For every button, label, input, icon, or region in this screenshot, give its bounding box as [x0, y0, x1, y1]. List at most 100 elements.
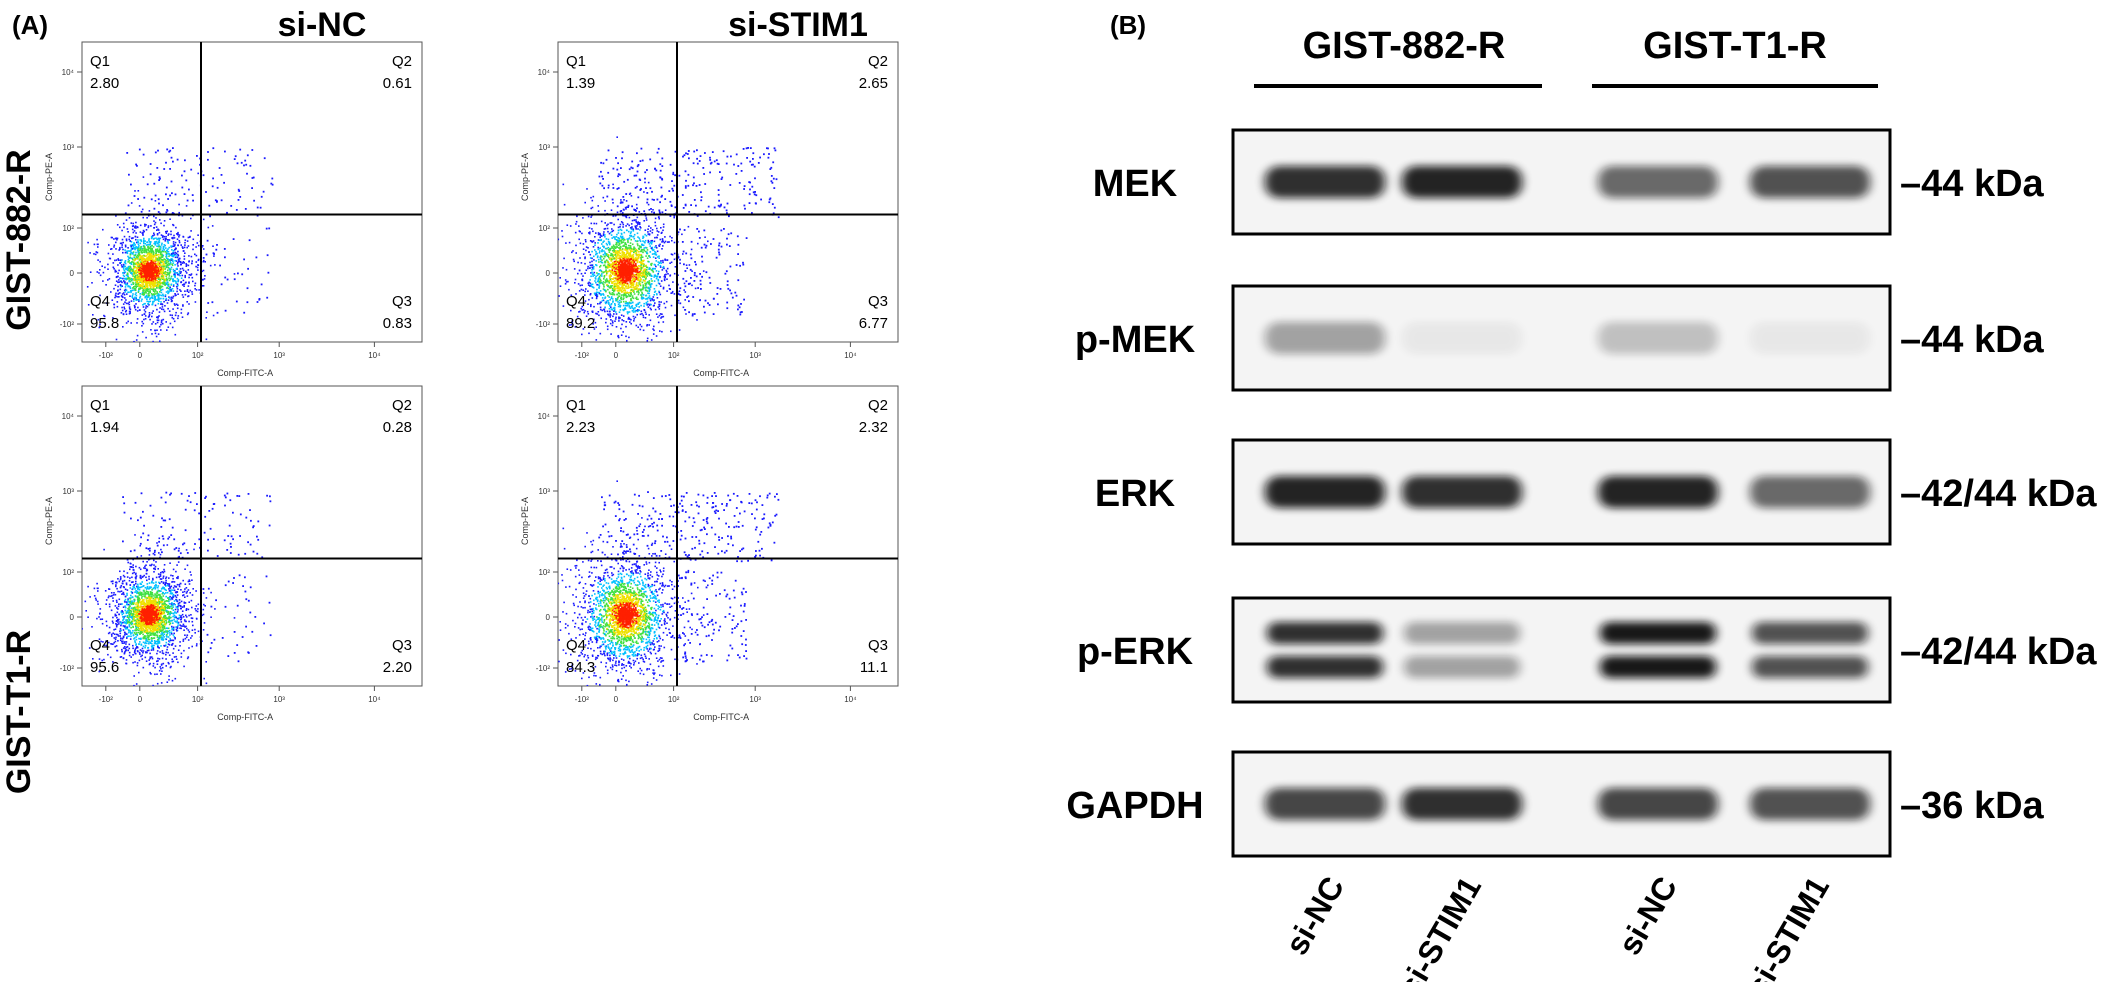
- molecular-weight-label: –36 kDa: [1900, 785, 2045, 827]
- y-tick-label: 10³: [538, 487, 550, 496]
- q3-value: 0.83: [383, 315, 412, 332]
- q4-value: 95.8: [90, 315, 119, 332]
- q1-label: Q1: [90, 397, 110, 414]
- blot-bands: [1265, 166, 1870, 198]
- blot-bands: [1267, 622, 1868, 678]
- band-lower: [1600, 656, 1716, 678]
- band-lower: [1404, 656, 1520, 678]
- y-tick-label: -10²: [536, 664, 551, 673]
- blot-row-p-erk: p-ERK –42/44 kDa: [1077, 596, 2097, 704]
- q2-label: Q2: [868, 53, 888, 70]
- protein-label: p-MEK: [1075, 319, 1196, 361]
- blot-bands: [1265, 788, 1870, 820]
- band: [1265, 788, 1385, 820]
- y-tick-label: 10³: [538, 143, 550, 152]
- band: [1402, 476, 1522, 508]
- y-tick-label: 0: [546, 613, 551, 622]
- lane-label: si-STIM1: [1391, 871, 1488, 982]
- y-axis-label: Comp-PE-A: [44, 497, 54, 545]
- flow-plot-2: Q1 1.39 Q2 2.65 Q4 89.2 Q3 6.77 -10² 0 10² 10³ 10⁴ Co…: [520, 41, 899, 378]
- x-tick-label: -10²: [575, 351, 590, 360]
- q3-label: Q3: [392, 293, 412, 310]
- band: [1402, 166, 1522, 198]
- column-header-si-nc: si-NC: [278, 6, 367, 44]
- y-tick-label: 10²: [62, 224, 74, 233]
- x-tick-label: 0: [614, 695, 619, 704]
- q1-label: Q1: [566, 53, 586, 70]
- x-tick-label: 10⁴: [368, 695, 381, 704]
- q4-value: 89.2: [566, 315, 595, 332]
- q3-value: 11.1: [860, 659, 888, 676]
- y-tick-label: 10⁴: [62, 68, 75, 77]
- scatter-events: [558, 136, 780, 342]
- scatter-events: [558, 480, 780, 686]
- lane-label: si-NC: [1611, 871, 1684, 961]
- q1-value: 2.23: [566, 419, 595, 436]
- q1-value: 2.80: [90, 75, 119, 92]
- band: [1750, 166, 1870, 198]
- x-tick-label: 10³: [749, 695, 761, 704]
- blot-row-mek: MEK –44 kDa: [1093, 128, 2045, 236]
- band-upper: [1752, 622, 1868, 644]
- y-tick-label: 10²: [538, 224, 550, 233]
- flow-plot-1: Q1 2.80 Q2 0.61 Q4 95.8 Q3 0.83 -10² 0 10² 10³ 10⁴ Co…: [44, 41, 423, 378]
- band-lower: [1752, 656, 1868, 678]
- y-tick-label: 0: [70, 613, 75, 622]
- x-tick-label: 10³: [749, 351, 761, 360]
- q2-label: Q2: [868, 397, 888, 414]
- q2-value: 2.32: [859, 419, 888, 436]
- blot-row-erk: ERK –42/44 kDa: [1095, 438, 2097, 546]
- blot-membrane: [1231, 596, 1892, 704]
- q4-label: Q4: [90, 637, 110, 654]
- x-axis-label: Comp-FITC-A: [217, 712, 273, 722]
- x-tick-label: 0: [138, 695, 143, 704]
- y-tick-label: 10³: [62, 487, 74, 496]
- q4-value: 95.6: [90, 659, 119, 676]
- lane-label: si-NC: [1278, 871, 1351, 961]
- x-axis-label: Comp-FITC-A: [693, 712, 749, 722]
- q4-label: Q4: [90, 293, 110, 310]
- y-axis-label: Comp-PE-A: [520, 153, 530, 201]
- scatter-events: [86, 147, 274, 342]
- q2-value: 2.65: [859, 75, 888, 92]
- panel-a-label: (A): [12, 10, 48, 40]
- column-header-si-stim1: si-STIM1: [728, 6, 868, 44]
- cell-line-header-gist-t1-r: GIST-T1-R: [1643, 25, 1827, 67]
- q4-label: Q4: [566, 637, 586, 654]
- protein-label: GAPDH: [1066, 785, 1203, 827]
- band-upper: [1404, 622, 1520, 644]
- protein-label: MEK: [1093, 163, 1178, 205]
- y-axis-label: Comp-PE-A: [44, 153, 54, 201]
- band: [1750, 788, 1870, 820]
- y-tick-label: 10⁴: [538, 412, 551, 421]
- panel-b-label: (B): [1110, 10, 1146, 40]
- y-tick-label: -10²: [60, 320, 75, 329]
- band: [1265, 322, 1385, 354]
- y-tick-label: -10²: [60, 664, 75, 673]
- molecular-weight-label: –42/44 kDa: [1900, 631, 2097, 673]
- q1-label: Q1: [566, 397, 586, 414]
- plot-frame: [557, 41, 899, 343]
- y-tick-label: -10²: [536, 320, 551, 329]
- q3-value: 2.20: [383, 659, 412, 676]
- panel-b-western-blot: (B) GIST-882-R GIST-T1-R MEK –44 kDap-MEK…: [1066, 10, 2097, 982]
- q3-value: 6.77: [859, 315, 888, 332]
- q1-label: Q1: [90, 53, 110, 70]
- flow-plot-4: Q1 2.23 Q2 2.32 Q4 84.3 Q3 11.1 -10² 0 10² 10³ 10⁴ Co…: [520, 385, 899, 722]
- x-axis-label: Comp-FITC-A: [693, 368, 749, 378]
- x-axis-label: Comp-FITC-A: [217, 368, 273, 378]
- plot-frame: [81, 385, 423, 687]
- x-tick-label: 10⁴: [844, 351, 857, 360]
- x-tick-label: 10⁴: [844, 695, 857, 704]
- row-header-gist-882-r: GIST-882-R: [0, 149, 38, 330]
- band: [1598, 788, 1718, 820]
- y-tick-label: 10³: [62, 143, 74, 152]
- q4-label: Q4: [566, 293, 586, 310]
- blot-row-p-mek: p-MEK –44 kDa: [1075, 284, 2045, 392]
- molecular-weight-label: –44 kDa: [1900, 319, 2045, 361]
- y-tick-label: 10²: [538, 568, 550, 577]
- x-tick-label: -10²: [99, 695, 114, 704]
- row-header-gist-t1-r: GIST-T1-R: [0, 630, 38, 794]
- x-tick-label: 10⁴: [368, 351, 381, 360]
